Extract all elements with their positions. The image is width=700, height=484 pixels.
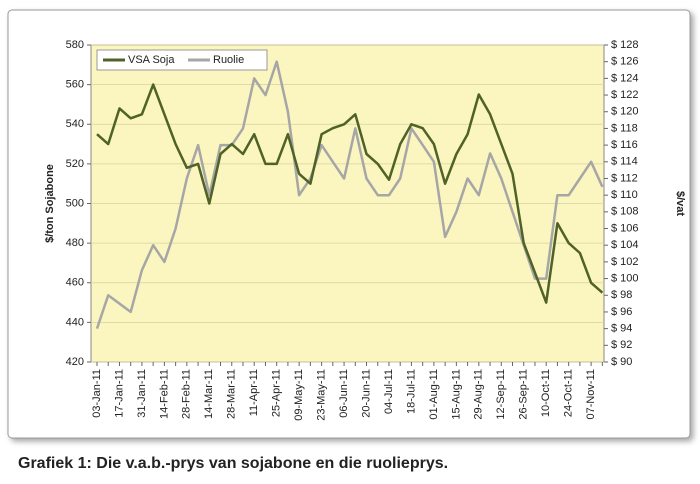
- x-tick-label: 24-Oct-11: [563, 369, 575, 417]
- x-tick-label: 15-Aug-11: [450, 369, 462, 420]
- x-tick-label: 14-Feb-11: [158, 369, 170, 419]
- y2-tick-label: $ 114: [611, 156, 638, 168]
- x-tick-label: 10-Oct-11: [540, 369, 552, 417]
- x-tick-label: 23-May-11: [316, 369, 328, 421]
- legend-label: Ruolie: [213, 54, 244, 66]
- y2-axis-label: $/vat: [674, 191, 686, 216]
- caption: Grafiek 1: Die v.a.b.-prys van sojabone …: [18, 455, 448, 472]
- y2-tick-label: $ 102: [611, 256, 639, 268]
- y2-tick-label: $ 120: [611, 106, 639, 118]
- x-tick-label: 28-Mar-11: [226, 369, 238, 419]
- x-tick-label: 31-Jan-11: [136, 369, 148, 418]
- y2-tick-label: $ 128: [611, 39, 639, 51]
- series-line: [95, 60, 604, 329]
- y2-tick-label: $ 92: [611, 339, 632, 351]
- y-tick-label: 460: [66, 277, 84, 289]
- x-tick-label: 01-Aug-11: [428, 369, 440, 420]
- y2-tick-label: $ 124: [611, 72, 639, 84]
- y2-tick-label: $ 112: [611, 172, 638, 184]
- y-tick-label: 500: [66, 197, 84, 209]
- x-tick-label: 12-Sep-11: [495, 369, 507, 420]
- x-tick-label: 20-Jun-11: [360, 369, 372, 418]
- x-tick-label: 28-Feb-11: [181, 369, 193, 419]
- x-tick-label: 11-Apr-11: [248, 369, 260, 416]
- x-tick-label: 29-Aug-11: [473, 369, 485, 420]
- x-tick-label: 25-Apr-11: [271, 369, 283, 417]
- x-tick-label: 07-Nov-11: [585, 369, 597, 420]
- y2-tick-label: $ 104: [611, 239, 639, 251]
- y-tick-label: 580: [66, 39, 84, 51]
- x-tick-label: 18-Jul-11: [405, 369, 417, 414]
- y-tick-label: 540: [66, 118, 84, 130]
- x-tick-label: 06-Jun-11: [338, 369, 350, 418]
- series-line: [96, 83, 604, 304]
- y2-tick-label: $ 116: [611, 139, 638, 151]
- y-tick-label: 440: [66, 316, 84, 328]
- y-tick-label: 560: [66, 79, 84, 91]
- y2-tick-label: $ 122: [611, 89, 639, 101]
- y2-tick-label: $ 98: [611, 289, 632, 301]
- legend-label: VSA Soja: [128, 54, 175, 66]
- legend: [96, 49, 268, 71]
- y2-tick-label: $ 118: [611, 122, 638, 134]
- y2-tick-label: $ 100: [611, 272, 639, 284]
- y2-tick-label: $ 108: [611, 206, 639, 218]
- x-tick-label: 26-Sep-11: [518, 369, 530, 420]
- x-tick-label: 14-Mar-11: [203, 369, 215, 419]
- x-tick-label: 17-Jan-11: [113, 369, 125, 418]
- y2-tick-label: $ 126: [611, 56, 639, 68]
- y-tick-label: 480: [66, 237, 84, 249]
- y2-tick-label: $ 110: [611, 189, 638, 201]
- y2-tick-label: $ 106: [611, 222, 639, 234]
- y-tick-label: 520: [66, 158, 84, 170]
- x-tick-label: 04-Jul-11: [383, 369, 395, 414]
- x-tick-label: 03-Jan-11: [91, 369, 103, 418]
- y-tick-label: 420: [66, 356, 84, 368]
- y2-tick-label: $ 90: [611, 356, 632, 368]
- y2-tick-label: $ 94: [611, 323, 632, 335]
- y2-tick-label: $ 96: [611, 306, 632, 318]
- y-axis-label: $/ton Sojabone: [44, 164, 56, 243]
- x-tick-label: 09-May-11: [293, 369, 305, 421]
